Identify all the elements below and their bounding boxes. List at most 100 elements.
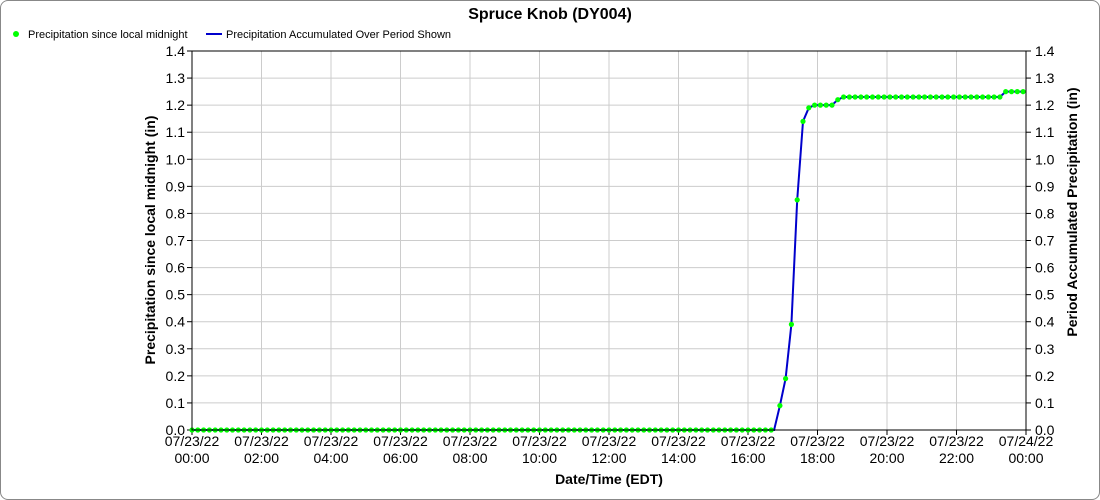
x-tick-label-date: 07/23/22 (443, 433, 498, 449)
precip-point (875, 94, 881, 100)
right-tick-label: 0.4 (1035, 314, 1055, 330)
left-tick-label: 0.1 (166, 395, 186, 411)
left-tick-label: 0.8 (166, 205, 186, 221)
precip-point (777, 403, 783, 409)
left-tick-label: 0.0 (166, 422, 186, 438)
precip-point (980, 94, 986, 100)
x-tick-label-time: 12:00 (591, 450, 626, 466)
right-tick-label: 0.8 (1035, 205, 1055, 221)
precip-point (817, 102, 824, 108)
precip-point (1008, 89, 1015, 95)
x-tick-label-date: 07/23/22 (373, 433, 428, 449)
right-tick-label: 0.9 (1035, 178, 1055, 194)
x-tick-label-date: 07/23/22 (721, 433, 776, 449)
chart-title: Spruce Knob (DY004) (468, 6, 632, 23)
precip-point (881, 94, 887, 100)
right-tick-label: 0.3 (1035, 341, 1055, 357)
x-axis-title: Date/Time (EDT) (555, 471, 663, 487)
x-tick-label-date: 07/24/22 (999, 433, 1054, 449)
right-tick-label: 0.2 (1035, 368, 1055, 384)
precip-point (1014, 89, 1020, 95)
x-tick-label-time: 22:00 (939, 450, 974, 466)
precip-point (1020, 89, 1026, 95)
precip-point (783, 376, 789, 382)
precip-point (835, 97, 841, 103)
right-tick-label: 0.6 (1035, 260, 1055, 276)
left-tick-label: 1.4 (166, 43, 186, 59)
x-tick-label-date: 07/23/22 (582, 433, 637, 449)
precip-point (869, 94, 876, 100)
precip-point (823, 102, 829, 108)
x-tick-label-time: 00:00 (174, 450, 209, 466)
right-tick-label: 1.2 (1035, 97, 1055, 113)
left-tick-label: 1.3 (166, 70, 186, 86)
precip-point (893, 94, 899, 100)
precip-point (904, 94, 910, 100)
right-tick-label: 1.3 (1035, 70, 1055, 86)
precip-point (933, 94, 939, 100)
precip-point (951, 94, 957, 100)
left-tick-label: 1.0 (166, 151, 186, 167)
x-tick-label-date: 07/23/22 (860, 433, 915, 449)
x-tick-label-date: 07/23/22 (234, 433, 289, 449)
legend: Precipitation since local midnight Preci… (13, 29, 451, 41)
since-midnight-series (189, 89, 1026, 433)
precip-point (806, 105, 812, 111)
precip-point (910, 94, 916, 100)
x-tick-label-time: 20:00 (869, 450, 904, 466)
precip-point (829, 102, 835, 108)
precip-point (916, 94, 922, 100)
precip-point (922, 94, 928, 100)
precip-point (864, 94, 870, 100)
precip-point (985, 94, 992, 100)
x-tick-label-date: 07/23/22 (165, 433, 220, 449)
x-tick-label-date: 07/23/22 (929, 433, 984, 449)
left-axis-ticks: 0.0 0.1 0.2 0.3 0.4 0.5 0.6 0.7 0.8 0.9 1.0 1.1 1.2 1… (166, 43, 192, 438)
precip-point (788, 321, 795, 327)
right-tick-label: 1.0 (1035, 151, 1055, 167)
precip-point (794, 197, 800, 203)
precip-point (968, 94, 974, 100)
precip-point (945, 94, 951, 100)
left-tick-label: 0.2 (166, 368, 186, 384)
precip-point (956, 94, 963, 100)
x-tick-label-time: 14:00 (661, 450, 696, 466)
x-axis-ticks: 07/23/2200:0007/23/2202:0007/23/2204:000… (165, 430, 1054, 466)
x-tick-label-date: 07/23/22 (512, 433, 567, 449)
legend-label-precip-since-midnight: Precipitation since local midnight (28, 29, 188, 41)
left-tick-label: 1.1 (166, 124, 186, 140)
precip-point (991, 94, 997, 100)
left-tick-label: 0.3 (166, 341, 186, 357)
precip-point (858, 94, 864, 100)
left-tick-label: 0.4 (166, 314, 186, 330)
x-tick-label-time: 18:00 (800, 450, 835, 466)
legend-label-accumulated: Precipitation Accumulated Over Period Sh… (226, 29, 451, 41)
right-tick-label: 0.7 (1035, 233, 1055, 249)
x-tick-label-time: 06:00 (383, 450, 418, 466)
precip-point (846, 94, 853, 100)
precip-point (927, 94, 934, 100)
precip-point (852, 94, 858, 100)
precip-point (898, 94, 905, 100)
x-tick-label-time: 16:00 (730, 450, 765, 466)
plot-area-border (191, 50, 1027, 431)
x-tick-label-date: 07/23/22 (790, 433, 845, 449)
legend-marker-precip-since-midnight (13, 31, 19, 37)
right-axis-title: Period Accumulated Precipitation (in) (1064, 87, 1080, 336)
precip-point (974, 94, 980, 100)
precip-point (997, 94, 1003, 100)
precip-point (939, 94, 945, 100)
left-tick-label: 0.5 (166, 287, 186, 303)
right-tick-label: 0.0 (1035, 422, 1055, 438)
left-tick-label: 0.7 (166, 233, 186, 249)
precip-point (800, 118, 806, 124)
x-tick-label-date: 07/23/22 (304, 433, 359, 449)
x-tick-label-time: 10:00 (522, 450, 557, 466)
right-axis-ticks: 0.0 0.1 0.2 0.3 0.4 0.5 0.6 0.7 0.8 0.9 1.0 1.1 1.2 1… (1026, 43, 1055, 438)
right-tick-label: 1.1 (1035, 124, 1055, 140)
precip-point (887, 94, 893, 100)
left-tick-label: 1.2 (166, 97, 186, 113)
x-tick-label-time: 08:00 (452, 450, 487, 466)
